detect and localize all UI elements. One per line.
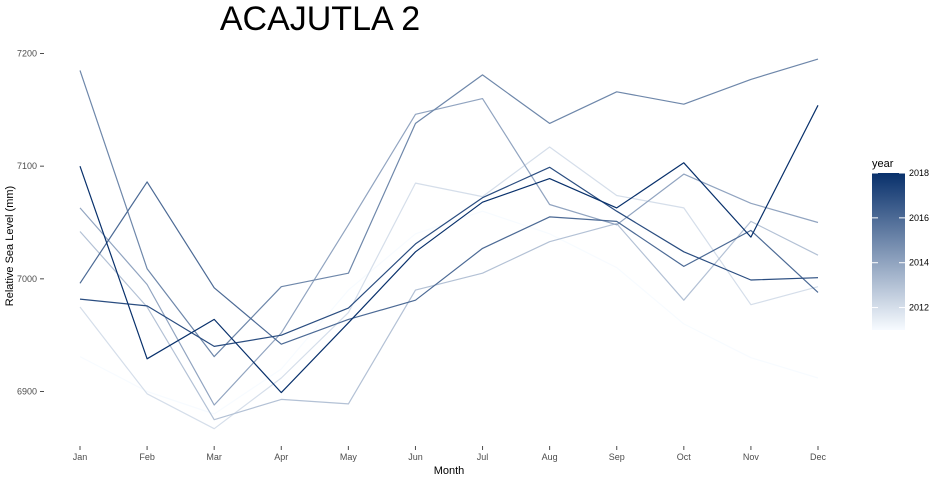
series-line-2012 [79, 146, 819, 430]
legend-title: year [872, 158, 894, 170]
y-tick-label: 6900 [17, 387, 37, 397]
x-tick-label: Apr [274, 452, 288, 462]
x-tick-label: Jan [73, 452, 88, 462]
legend-colorbar [872, 173, 905, 330]
x-axis: Jan Feb Mar Apr May Jun Jul Aug Sep Oct Nov Dec [73, 446, 827, 462]
x-tick-label: Nov [743, 452, 760, 462]
y-axis: 6900 7000 7100 7200 [17, 49, 44, 397]
series-line-2018 [79, 105, 819, 394]
series-line-2017 [79, 166, 819, 347]
legend-tick-label: 2018 [909, 168, 929, 178]
y-tick-label: 7200 [17, 49, 37, 59]
x-tick-label: Feb [139, 452, 155, 462]
y-axis-title: Relative Sea Level (mm) [4, 186, 16, 306]
x-tick-label: Dec [810, 452, 827, 462]
x-tick-label: Jun [408, 452, 423, 462]
x-axis-title: Month [434, 465, 465, 477]
series-line-2015 [79, 58, 819, 358]
y-tick-label: 7100 [17, 161, 37, 171]
series-line-2016 [79, 181, 819, 345]
series-line-2011 [79, 210, 819, 415]
x-tick-label: Aug [542, 452, 558, 462]
x-tick-label: Mar [206, 452, 222, 462]
series-line-2013 [79, 220, 819, 421]
legend: year 2012 2014 2016 2018 [872, 158, 929, 330]
x-tick-label: Oct [677, 452, 692, 462]
chart-title: ACAJUTLA 2 [220, 0, 420, 38]
legend-ticks: 2012 2014 2016 2018 [872, 168, 929, 313]
legend-tick-label: 2016 [909, 213, 929, 223]
series-line-2014 [79, 97, 819, 406]
series-lines [79, 58, 819, 430]
y-tick-label: 7000 [17, 274, 37, 284]
x-tick-label: Sep [609, 452, 625, 462]
legend-tick-label: 2014 [909, 258, 929, 268]
legend-tick-label: 2012 [909, 303, 929, 313]
x-tick-label: Jul [477, 452, 489, 462]
x-tick-label: May [340, 452, 358, 462]
